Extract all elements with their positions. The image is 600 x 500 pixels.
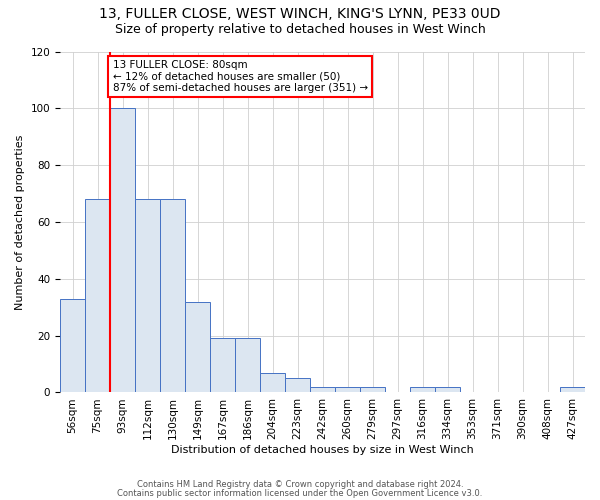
Text: 13, FULLER CLOSE, WEST WINCH, KING'S LYNN, PE33 0UD: 13, FULLER CLOSE, WEST WINCH, KING'S LYN… [99,8,501,22]
Text: 13 FULLER CLOSE: 80sqm
← 12% of detached houses are smaller (50)
87% of semi-det: 13 FULLER CLOSE: 80sqm ← 12% of detached… [113,60,368,93]
Bar [310,387,335,392]
Bar [560,387,585,392]
Bar [160,199,185,392]
Bar [260,372,285,392]
Text: Size of property relative to detached houses in West Winch: Size of property relative to detached ho… [115,22,485,36]
Text: Contains HM Land Registry data © Crown copyright and database right 2024.: Contains HM Land Registry data © Crown c… [137,480,463,489]
Bar [60,298,85,392]
Bar [85,199,110,392]
Bar [135,199,160,392]
Text: Contains public sector information licensed under the Open Government Licence v3: Contains public sector information licen… [118,488,482,498]
Bar [185,302,210,392]
Bar [285,378,310,392]
Bar [335,387,360,392]
Bar [110,108,135,393]
Bar [360,387,385,392]
Bar [410,387,435,392]
X-axis label: Distribution of detached houses by size in West Winch: Distribution of detached houses by size … [171,445,474,455]
Bar [235,338,260,392]
Bar [435,387,460,392]
Y-axis label: Number of detached properties: Number of detached properties [15,134,25,310]
Bar [210,338,235,392]
